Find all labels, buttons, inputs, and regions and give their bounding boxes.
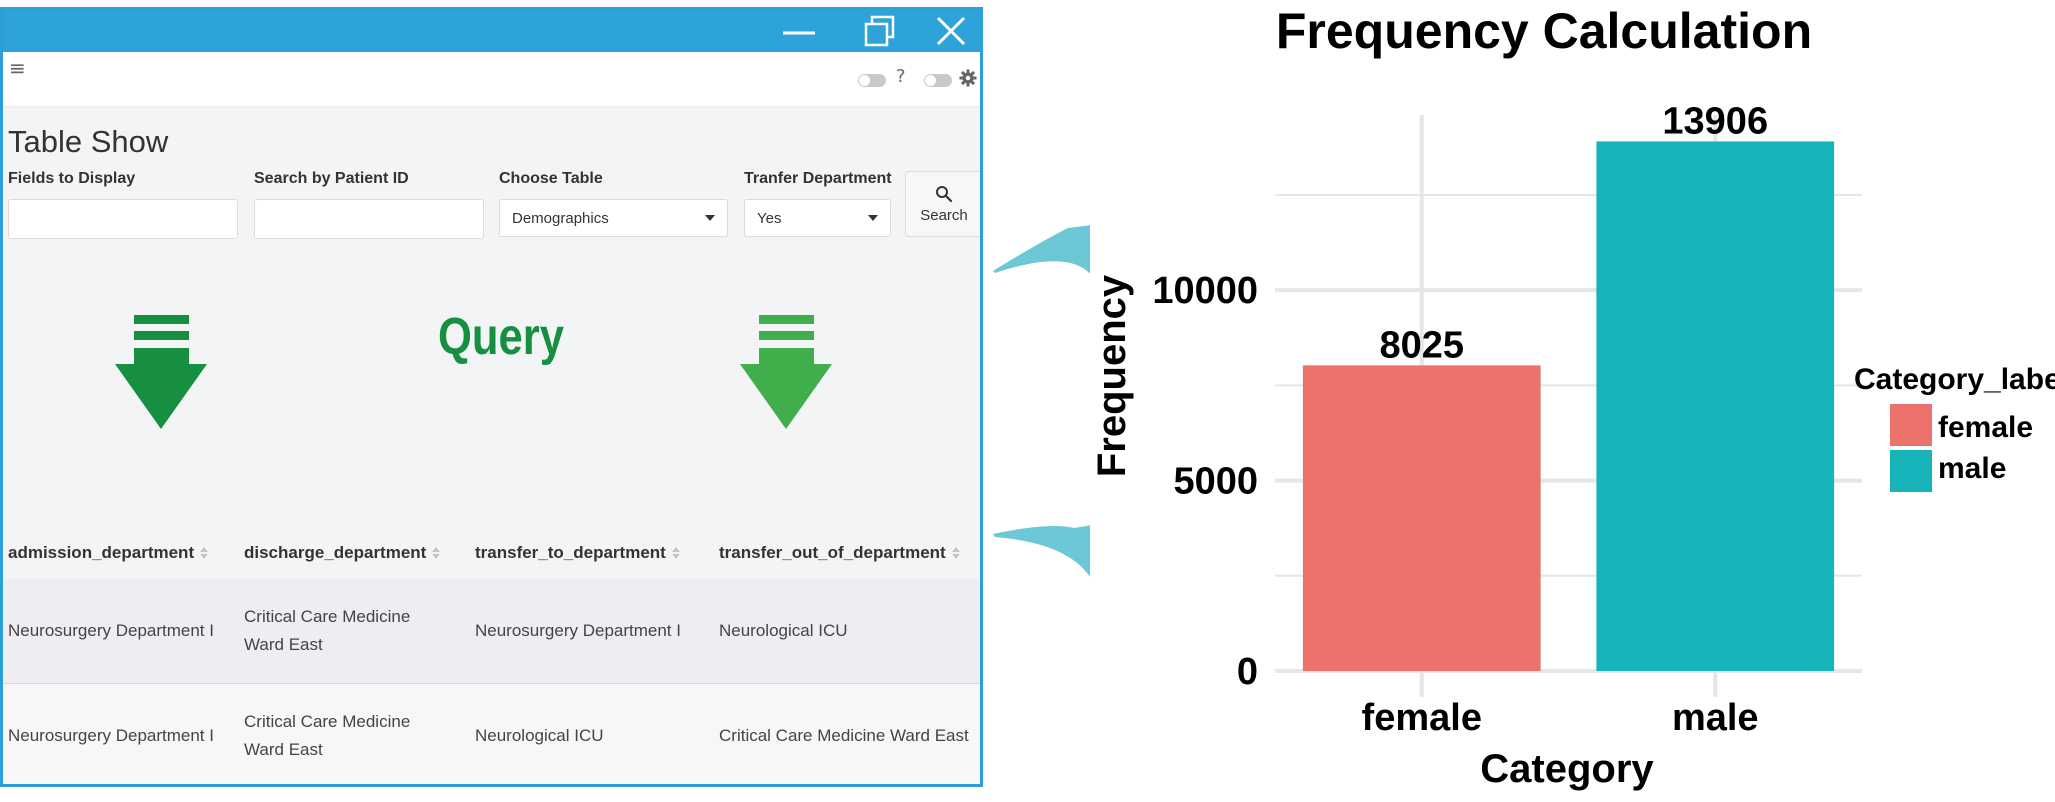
x-axis-label: Category: [1480, 747, 1654, 791]
search-icon: [936, 185, 953, 202]
app-header: ≡ ?: [3, 52, 980, 107]
patient-id-input[interactable]: [254, 199, 484, 239]
search-button-label: Search: [920, 206, 968, 224]
overlay-annotations: Query: [115, 225, 1090, 578]
x-axis-ticks: female male: [1362, 697, 1759, 739]
y-axis-ticks: 0 5000 10000: [1152, 270, 1258, 693]
choose-table-value: Demographics: [512, 209, 609, 227]
table-row[interactable]: Neurosurgery Department I Critical Care …: [3, 684, 980, 784]
hamburger-icon[interactable]: ≡: [9, 56, 26, 80]
table-cell: Neurological ICU: [475, 726, 604, 745]
chart-title: Frequency Calculation: [1276, 3, 1812, 59]
x-tick-label-male: male: [1672, 697, 1759, 739]
patient-id-label: Search by Patient ID: [254, 170, 409, 187]
table-cell: Critical Care Medicine Ward East: [244, 607, 411, 654]
chevron-down-icon: [868, 215, 878, 221]
down-arrow-left-icon: [115, 315, 207, 429]
down-arrow-right-icon: [740, 315, 832, 429]
table-cell: Neurosurgery Department I: [475, 621, 681, 640]
window-titlebar: [3, 10, 980, 52]
column-header[interactable]: transfer_out_of_department: [719, 527, 960, 579]
table-cell: Neurosurgery Department I: [8, 621, 214, 640]
bar-male: [1596, 141, 1835, 671]
legend-title: Category_labels: [1854, 363, 2055, 396]
transfer-department-value: Yes: [757, 209, 782, 227]
fields-to-display-input[interactable]: [8, 199, 238, 239]
minimize-icon: [783, 31, 815, 35]
help-icon[interactable]: ?: [896, 66, 906, 87]
page-title: Table Show: [8, 124, 169, 159]
transfer-department-label: Tranfer Department: [744, 170, 892, 187]
minimize-button[interactable]: [777, 14, 821, 48]
bar-female: [1302, 365, 1541, 671]
table-cell: Neurological ICU: [719, 621, 848, 640]
data-label-male: 13906: [1662, 100, 1768, 142]
column-header[interactable]: discharge_department: [244, 527, 441, 579]
legend: Category_labels female male: [1854, 363, 2055, 492]
toggle-switch-help[interactable]: [858, 74, 886, 87]
y-tick-label: 5000: [1173, 461, 1258, 503]
restore-button[interactable]: [858, 14, 902, 48]
column-header[interactable]: admission_department: [8, 527, 209, 579]
y-axis-label: Frequency: [1090, 274, 1134, 477]
query-label: Query: [438, 308, 564, 366]
y-tick-label: 10000: [1152, 270, 1258, 312]
restore-icon: [864, 15, 895, 47]
table-header: admission_department discharge_departmen…: [3, 527, 980, 581]
x-tick-label-female: female: [1362, 697, 1482, 739]
choose-table-select[interactable]: Demographics: [499, 199, 728, 237]
chevron-down-icon: [705, 215, 715, 221]
toggle-switch-settings[interactable]: [924, 74, 952, 87]
y-tick-label: 0: [1237, 651, 1258, 693]
table-cell: Critical Care Medicine Ward East: [244, 712, 411, 759]
connector-arrow-top-icon: [993, 225, 1090, 274]
table-cell: Critical Care Medicine Ward East: [719, 726, 969, 745]
gear-icon[interactable]: [959, 69, 977, 87]
sort-icon: [671, 547, 680, 559]
legend-swatch-male: [1890, 450, 1932, 492]
transfer-department-select[interactable]: Yes: [744, 199, 891, 237]
chart-panel: Frequency Calculation 8025 13906 0 5000 100…: [1080, 0, 2055, 797]
bar-chart: Frequency Calculation 8025 13906 0 5000 100…: [1090, 3, 2055, 791]
bars: 8025 13906: [1302, 100, 1835, 671]
legend-swatch-female: [1890, 404, 1932, 446]
sort-icon: [951, 547, 960, 559]
legend-entry-male: male: [1938, 452, 2006, 485]
data-label-female: 8025: [1379, 324, 1464, 366]
close-icon: [936, 16, 966, 46]
sort-icon: [432, 547, 441, 559]
legend-entry-female: female: [1938, 411, 2033, 444]
column-header[interactable]: transfer_to_department: [475, 527, 680, 579]
app-window: ≡ ? Table Show Fields to Display Search …: [0, 7, 983, 787]
close-button[interactable]: [929, 14, 973, 48]
table-row[interactable]: Neurosurgery Department I Critical Care …: [3, 579, 980, 684]
search-button[interactable]: Search: [905, 171, 980, 237]
connector-arrow-bottom-icon: [993, 525, 1090, 578]
fields-to-display-label: Fields to Display: [8, 170, 136, 187]
sort-icon: [200, 547, 209, 559]
table-cell: Neurosurgery Department I: [8, 726, 214, 745]
choose-table-label: Choose Table: [499, 170, 603, 187]
